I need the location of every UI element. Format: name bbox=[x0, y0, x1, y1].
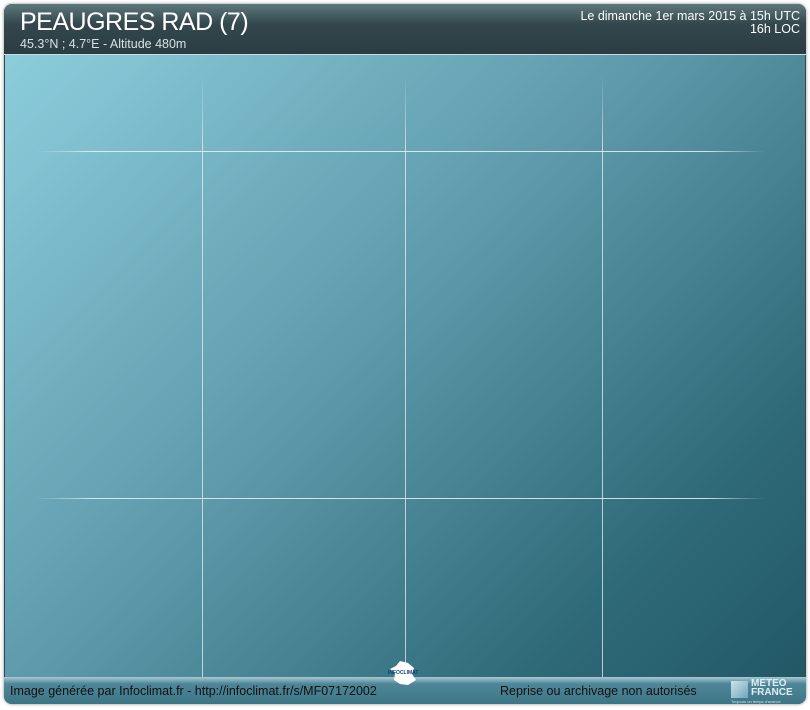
header: PEAUGRES RAD (7) 45.3°N ; 4.7°E - Altitu… bbox=[4, 4, 806, 55]
meteofrance-logo: METEO FRANCE Toujours un temps d'avance bbox=[731, 678, 795, 704]
grid-line-horizontal bbox=[35, 151, 765, 152]
meteofrance-logo-icon bbox=[731, 681, 748, 698]
france-map-icon bbox=[390, 661, 416, 685]
grid-line-horizontal bbox=[35, 498, 765, 499]
grid-line-vertical bbox=[202, 75, 203, 677]
logo-tagline: Toujours un temps d'avance bbox=[731, 699, 781, 704]
time-local: 16h LOC bbox=[749, 22, 800, 36]
rights-text: Reprise ou archivage non autorisés bbox=[500, 684, 697, 698]
station-title: PEAUGRES RAD (7) bbox=[20, 8, 249, 36]
infoclimat-logo: INFOCLIMAT bbox=[386, 660, 422, 686]
logo-text: FRANCE bbox=[751, 687, 793, 698]
date-time: Le dimanche 1er mars 2015 à 15h UTC 16h … bbox=[580, 10, 800, 36]
logo-text: INFOCLIMAT bbox=[388, 670, 419, 676]
credit-text: Image générée par Infoclimat.fr - http:/… bbox=[10, 684, 377, 698]
grid-line-vertical bbox=[405, 75, 406, 677]
logo-text: METEO bbox=[751, 678, 787, 689]
plot-area bbox=[5, 55, 805, 677]
station-coords: 45.3°N ; 4.7°E - Altitude 480m bbox=[20, 37, 187, 51]
chart-frame: PEAUGRES RAD (7) 45.3°N ; 4.7°E - Altitu… bbox=[4, 4, 806, 704]
grid-line-vertical bbox=[602, 75, 603, 677]
date-utc: Le dimanche 1er mars 2015 à 15h UTC bbox=[580, 9, 800, 23]
footer: Image générée par Infoclimat.fr - http:/… bbox=[4, 677, 806, 704]
